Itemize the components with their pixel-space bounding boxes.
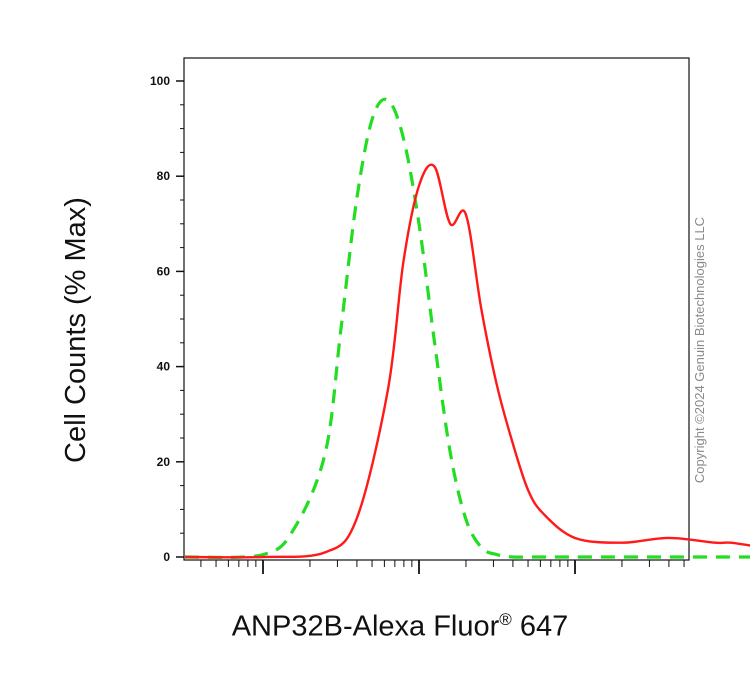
x-axis-label-suffix: 647: [511, 610, 569, 643]
x-axis-label-text: ANP32B-Alexa Fluor: [231, 610, 500, 643]
y-tick-label: 0: [163, 550, 170, 564]
y-tick-label: 60: [157, 264, 171, 278]
x-axis: [200, 560, 685, 574]
registered-mark: ®: [499, 610, 512, 629]
y-tick-label: 100: [150, 74, 170, 88]
y-axis: 0 20 40 60 80 100: [150, 74, 184, 564]
series-line-dashed: [184, 97, 750, 560]
y-tick-label: 80: [157, 169, 171, 183]
y-tick-label: 40: [157, 360, 171, 374]
x-axis-label: ANP32B-Alexa Fluor® 647: [170, 610, 630, 644]
plot-frame: [183, 57, 690, 561]
y-tick-label: 20: [157, 455, 171, 469]
series-line-solid: [184, 163, 750, 559]
copyright-watermark: Copyright ©2024 Genuin Biotechnologies L…: [692, 216, 707, 484]
y-axis-label: Cell Counts (% Max): [60, 197, 92, 463]
series-layer: [184, 97, 750, 560]
